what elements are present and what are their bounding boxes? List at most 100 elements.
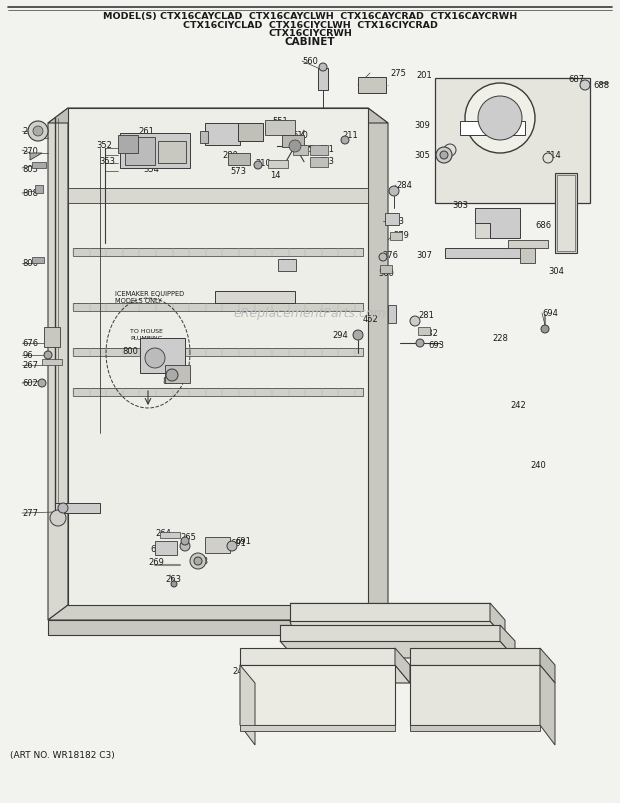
Polygon shape — [540, 665, 555, 745]
Text: 324: 324 — [220, 296, 236, 304]
Text: 560: 560 — [302, 58, 318, 67]
Polygon shape — [410, 725, 540, 731]
Text: 214: 214 — [545, 151, 560, 161]
Polygon shape — [48, 109, 68, 620]
Circle shape — [44, 352, 52, 360]
Circle shape — [416, 340, 424, 348]
Bar — [520, 243, 535, 263]
Text: 800: 800 — [122, 347, 138, 356]
Text: CTX16CIYCRWH: CTX16CIYCRWH — [268, 28, 352, 38]
Text: 804: 804 — [162, 377, 178, 386]
Polygon shape — [30, 154, 42, 161]
Text: 687: 687 — [568, 75, 584, 84]
Bar — [460, 122, 525, 136]
Bar — [73, 389, 363, 397]
Circle shape — [190, 553, 206, 569]
Bar — [125, 138, 155, 165]
Polygon shape — [290, 622, 505, 638]
Bar — [160, 532, 180, 538]
Text: 211: 211 — [342, 132, 358, 141]
Text: 354: 354 — [143, 165, 159, 173]
Polygon shape — [395, 648, 410, 683]
Bar — [120, 134, 190, 169]
Circle shape — [436, 148, 452, 164]
Text: 694: 694 — [542, 309, 558, 318]
Text: 269: 269 — [148, 558, 164, 567]
Bar — [215, 291, 295, 304]
Bar — [200, 132, 208, 144]
Text: eReplacementParts.com: eReplacementParts.com — [234, 307, 386, 320]
Text: 284: 284 — [396, 181, 412, 190]
Bar — [555, 173, 577, 254]
Bar — [42, 360, 62, 365]
Bar — [158, 142, 186, 164]
Text: 452: 452 — [362, 315, 378, 324]
Text: 265: 265 — [180, 533, 196, 542]
Bar — [293, 146, 308, 156]
Bar — [310, 158, 328, 168]
Text: 277: 277 — [22, 509, 38, 518]
Polygon shape — [280, 626, 500, 642]
Text: 354: 354 — [141, 163, 154, 169]
Text: 287: 287 — [205, 543, 221, 552]
Bar — [118, 136, 138, 154]
Text: 304: 304 — [548, 266, 564, 275]
Circle shape — [58, 503, 68, 513]
Bar — [68, 189, 368, 204]
Text: MODELS ONLY: MODELS ONLY — [115, 298, 162, 304]
Bar — [205, 537, 230, 553]
Circle shape — [478, 97, 522, 141]
Circle shape — [319, 64, 327, 72]
Bar — [32, 163, 46, 169]
Text: 283: 283 — [388, 218, 404, 226]
Text: 303: 303 — [452, 202, 468, 210]
Circle shape — [465, 84, 535, 154]
Text: 96: 96 — [22, 351, 33, 360]
Polygon shape — [475, 209, 520, 238]
Text: 355: 355 — [165, 149, 179, 157]
Bar — [265, 120, 295, 136]
Polygon shape — [240, 725, 395, 731]
Polygon shape — [48, 620, 388, 635]
Bar — [228, 154, 250, 165]
Circle shape — [145, 349, 165, 369]
Text: 308: 308 — [280, 259, 296, 268]
Circle shape — [389, 187, 399, 197]
Circle shape — [28, 122, 48, 142]
Bar — [445, 249, 525, 259]
Bar — [140, 339, 185, 373]
Circle shape — [543, 154, 553, 164]
Text: 307: 307 — [416, 251, 432, 260]
Bar — [557, 176, 575, 251]
Text: 267: 267 — [22, 361, 38, 370]
Text: 691: 691 — [210, 126, 226, 136]
Circle shape — [181, 537, 189, 545]
Text: 276: 276 — [382, 251, 398, 260]
Text: 264: 264 — [155, 529, 171, 538]
Text: 692: 692 — [150, 544, 166, 554]
Circle shape — [580, 81, 590, 91]
Text: 610: 610 — [292, 132, 308, 141]
Text: 355: 355 — [168, 149, 184, 158]
Text: 573: 573 — [230, 166, 246, 175]
Text: 275: 275 — [390, 69, 406, 79]
Text: 806: 806 — [22, 259, 38, 268]
Circle shape — [254, 161, 262, 169]
Text: PLUMBING: PLUMBING — [130, 336, 162, 341]
Circle shape — [38, 380, 46, 388]
Polygon shape — [48, 605, 388, 620]
Text: 676: 676 — [22, 339, 38, 348]
Bar — [205, 124, 240, 146]
Bar — [73, 249, 363, 257]
Text: 280: 280 — [222, 151, 238, 161]
Text: 309: 309 — [414, 121, 430, 130]
Bar — [388, 306, 396, 324]
Circle shape — [180, 541, 190, 552]
Text: 282: 282 — [422, 329, 438, 338]
Text: 691: 691 — [230, 539, 246, 548]
Bar — [358, 78, 386, 94]
Circle shape — [194, 557, 202, 565]
Text: 602: 602 — [22, 379, 38, 388]
Text: 808: 808 — [22, 190, 38, 198]
Circle shape — [379, 254, 387, 262]
